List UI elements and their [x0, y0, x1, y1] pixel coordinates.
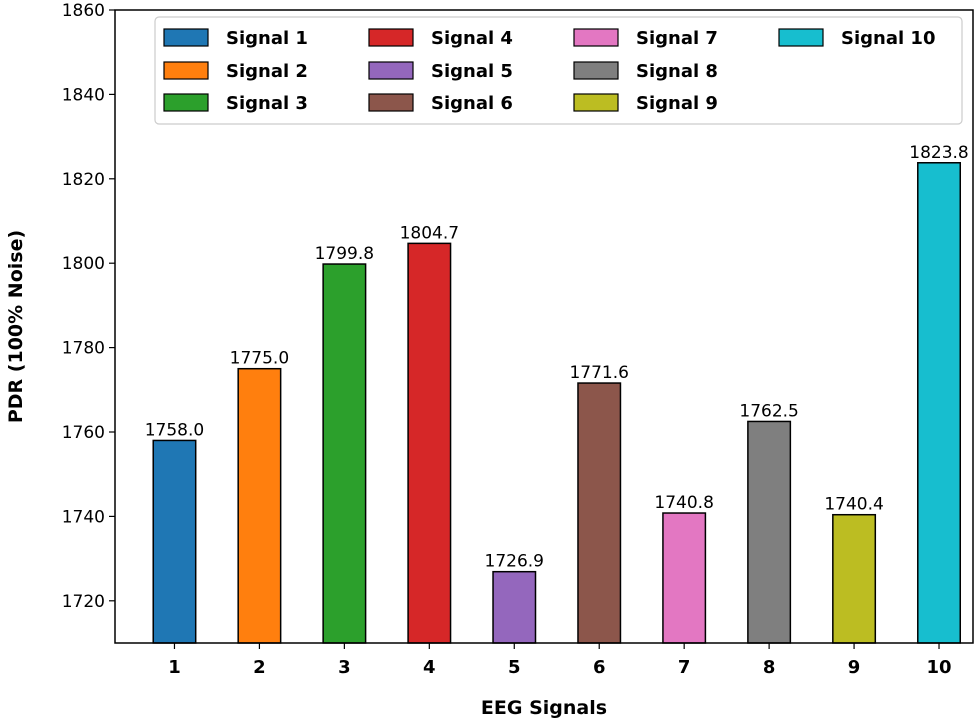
- x-tick-label-1: 1: [168, 657, 181, 678]
- bar-signal-5: [492, 570, 537, 644]
- x-tick-label-5: 5: [508, 657, 521, 678]
- legend-label-signal-2: Signal 2: [226, 61, 308, 82]
- legend-swatch-signal-6: [368, 93, 414, 112]
- x-tick-label-9: 9: [848, 657, 861, 678]
- y-tick-label-1760: 1760: [62, 423, 105, 443]
- legend-swatch-signal-9: [573, 93, 619, 112]
- y-axis-label: PDR (100% Noise): [5, 230, 27, 423]
- data-label-signal-10: 1823.8: [909, 143, 968, 163]
- x-axis-label: EEG Signals: [481, 697, 607, 719]
- legend-swatch-signal-10: [778, 28, 824, 47]
- data-label-signal-5: 1726.9: [485, 552, 544, 572]
- legend-swatch-signal-2: [163, 61, 209, 80]
- data-labels: 1758.0 1775.0 1799.8 1804.7 1726.9 1771.6 1740…: [145, 143, 969, 572]
- plot-frame: [114, 9, 974, 644]
- x-axis: 1 2 3 4 5 6 7 8 9 10: [168, 643, 952, 678]
- legend-label-signal-8: Signal 8: [636, 61, 718, 82]
- y-tick-label-1800: 1800: [62, 254, 105, 274]
- x-tick-label-3: 3: [338, 657, 351, 678]
- y-tick-label-1860: 1860: [62, 1, 105, 21]
- data-label-signal-6: 1771.6: [569, 363, 628, 383]
- legend-label-signal-10: Signal 10: [841, 28, 935, 49]
- bar-signal-6: [577, 382, 622, 644]
- legend-swatch-signal-1: [163, 28, 209, 47]
- legend-label-signal-3: Signal 3: [226, 93, 308, 114]
- legend-label-signal-9: Signal 9: [636, 93, 718, 114]
- bar-signal-8: [747, 420, 792, 644]
- x-tick-label-8: 8: [763, 657, 776, 678]
- bar-signal-2: [237, 367, 282, 644]
- legend-swatch-signal-5: [368, 61, 414, 80]
- data-label-signal-9: 1740.4: [824, 495, 883, 515]
- y-tick-label-1740: 1740: [62, 507, 105, 527]
- legend-label-signal-1: Signal 1: [226, 28, 308, 49]
- legend: Signal 1 Signal 2 Signal 3 Signal 4 Signal 5…: [154, 16, 963, 125]
- legend-label-signal-7: Signal 7: [636, 28, 718, 49]
- data-label-signal-8: 1762.5: [739, 401, 798, 421]
- bar-signal-1: [152, 439, 197, 644]
- y-tick-label-1780: 1780: [62, 339, 105, 359]
- legend-swatch-signal-8: [573, 61, 619, 80]
- legend-swatch-signal-4: [368, 28, 414, 47]
- x-tick-label-7: 7: [678, 657, 691, 678]
- bar-signal-9: [832, 513, 877, 644]
- y-tick-label-1820: 1820: [62, 170, 105, 190]
- y-tick-label-1840: 1840: [62, 85, 105, 105]
- data-label-signal-1: 1758.0: [145, 420, 204, 440]
- data-label-signal-4: 1804.7: [400, 223, 459, 243]
- x-tick-label-6: 6: [593, 657, 606, 678]
- y-axis: 1720 1740 1760 1780 1800 1820 1840 1860: [62, 1, 115, 612]
- bar-signal-7: [662, 512, 707, 644]
- bars: [152, 162, 962, 644]
- data-label-signal-3: 1799.8: [315, 244, 374, 264]
- legend-label-signal-5: Signal 5: [431, 61, 513, 82]
- x-tick-label-4: 4: [423, 657, 436, 678]
- x-tick-label-10: 10: [926, 657, 951, 678]
- x-tick-label-2: 2: [253, 657, 266, 678]
- legend-label-signal-4: Signal 4: [431, 28, 513, 49]
- legend-swatch-signal-7: [573, 28, 619, 47]
- bar-signal-10: [917, 162, 962, 644]
- legend-box: [154, 16, 963, 125]
- legend-label-signal-6: Signal 6: [431, 93, 513, 114]
- legend-swatch-signal-3: [163, 93, 209, 112]
- y-tick-label-1720: 1720: [62, 592, 105, 612]
- data-label-signal-2: 1775.0: [230, 349, 289, 369]
- data-label-signal-7: 1740.8: [654, 493, 713, 513]
- bar-signal-4: [407, 242, 452, 644]
- bar-signal-3: [322, 263, 367, 644]
